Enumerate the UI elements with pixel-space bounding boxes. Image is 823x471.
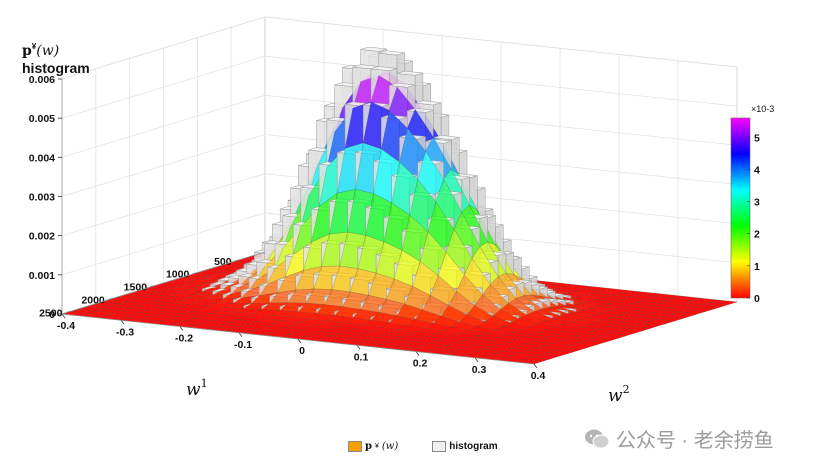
legend: p ¥ (w) histogram bbox=[348, 441, 498, 452]
x-axis-label: w1 bbox=[186, 377, 208, 400]
colorbar-tick-label: 0 bbox=[754, 293, 760, 305]
y-tick-label: 0.3 bbox=[472, 364, 487, 376]
z-tick-label: 0.002 bbox=[29, 231, 55, 243]
x-tick-label: 2500 bbox=[39, 307, 63, 319]
colorbar-tick-label: 2 bbox=[754, 229, 760, 241]
z-tick-label: 0 bbox=[49, 309, 55, 321]
legend-item-histogram: histogram bbox=[432, 441, 498, 452]
y-axis-label: w2 bbox=[608, 383, 630, 406]
y-tick-mark bbox=[297, 338, 302, 344]
y-tick-label: -0.4 bbox=[57, 320, 75, 332]
wechat-icon bbox=[585, 429, 610, 448]
y-tick-label: 0.2 bbox=[413, 358, 428, 370]
colorbar-exponent: ×10-3 bbox=[751, 104, 774, 114]
x-tick-label: 1500 bbox=[124, 282, 148, 294]
z-tick-label: 0.004 bbox=[29, 152, 55, 164]
histogram-bars bbox=[61, 46, 738, 365]
x-tick-label: 1000 bbox=[166, 269, 190, 281]
y-tick-mark bbox=[356, 345, 361, 350]
axis-ticks: 500 1000 1500 2000 2500-0.4 -0.3 -0.2 -0.1 0 0.1 0… bbox=[29, 74, 546, 382]
legend-swatch-histogram bbox=[432, 441, 447, 452]
colorbar-tick-label: 3 bbox=[754, 197, 760, 209]
y-tick-mark bbox=[238, 332, 243, 337]
y-tick-label: -0.3 bbox=[116, 326, 134, 338]
z-tick-label: 0.005 bbox=[29, 113, 55, 125]
y-tick-mark bbox=[474, 357, 479, 362]
z-tick-label: 0.003 bbox=[29, 192, 55, 204]
y-tick-label: -0.2 bbox=[175, 333, 193, 345]
x-tick-label: 2000 bbox=[81, 295, 105, 307]
y-tick-mark bbox=[533, 363, 538, 369]
y-tick-mark bbox=[415, 351, 420, 356]
y-axis-line bbox=[61, 313, 535, 365]
y-tick-label: 0.4 bbox=[531, 370, 546, 382]
y-tick-label: 0 bbox=[299, 345, 305, 357]
y-tick-mark bbox=[179, 326, 184, 331]
colorbar-gradient bbox=[730, 117, 751, 299]
y-tick-label: 0.1 bbox=[354, 351, 369, 363]
z-tick-label: 0.006 bbox=[29, 74, 55, 86]
y-tick-mark bbox=[120, 320, 125, 325]
z-tick-label: 0.001 bbox=[29, 270, 55, 282]
z-axis-label: p¥(w) histogram bbox=[22, 42, 90, 76]
legend-item-density: p ¥ (w) bbox=[348, 441, 398, 452]
colorbar-tick-label: 1 bbox=[754, 261, 760, 273]
y-tick-mark bbox=[61, 313, 66, 319]
x-tick-label: 500 bbox=[214, 256, 232, 268]
watermark: 公众号 · 老余捞鱼 bbox=[584, 424, 774, 453]
colorbar: 0 1 2 3 4 5 ×10-3 bbox=[730, 104, 774, 305]
colorbar-tick-label: 5 bbox=[754, 132, 760, 144]
y-tick-label: -0.1 bbox=[234, 339, 252, 351]
colorbar-tick-label: 4 bbox=[754, 164, 760, 176]
x-axis-line bbox=[61, 251, 266, 315]
legend-swatch-density bbox=[348, 441, 362, 452]
